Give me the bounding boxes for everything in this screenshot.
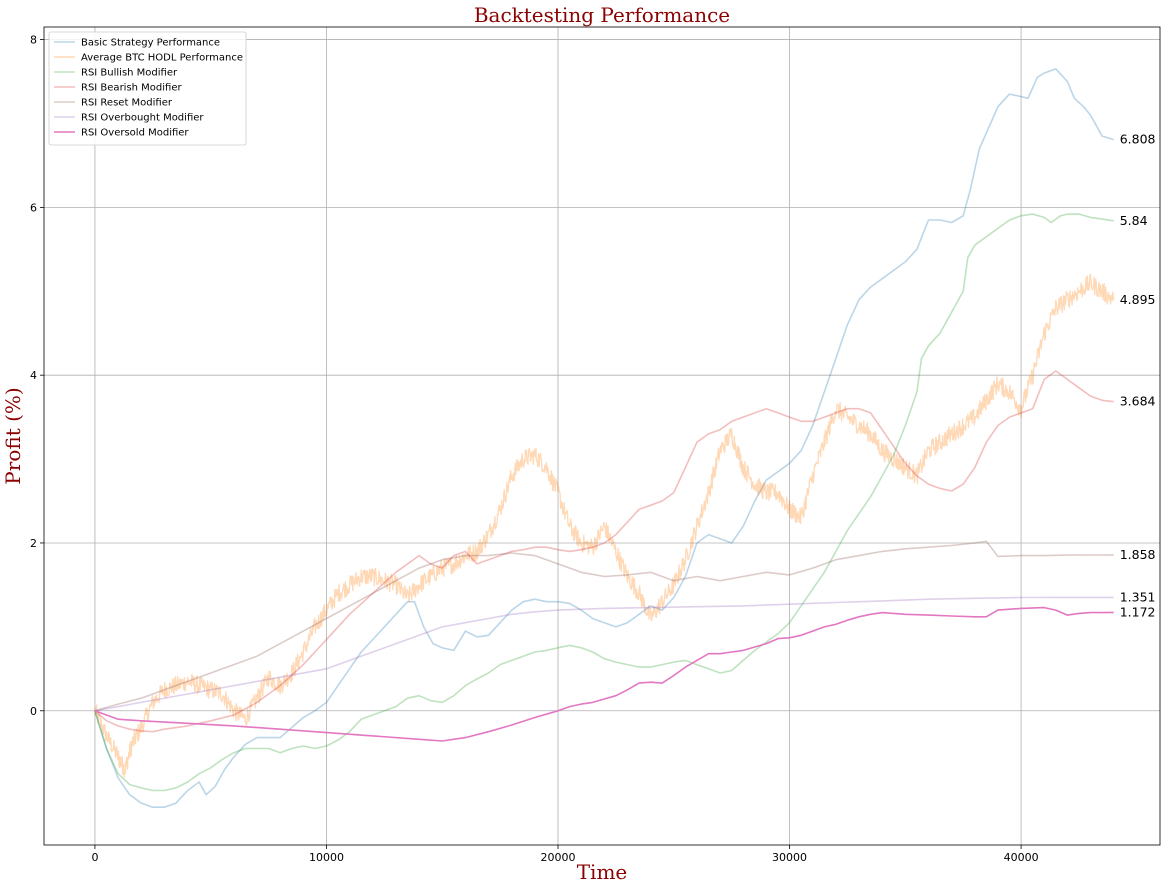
- legend-entry-7: RSI Oversold Modifier: [81, 128, 189, 139]
- series-line-4: [94, 370, 1114, 733]
- legend-entry-2: Average BTC HODL Performance: [81, 53, 243, 64]
- x-tick-label: 20000: [541, 851, 576, 864]
- legend-entry-1: Basic Strategy Performance: [81, 38, 220, 49]
- legend-entry-4: RSI Bearish Modifier: [81, 83, 183, 94]
- y-tick-label: 6: [30, 201, 37, 214]
- ticks: 0 10000 20000 30000 40000 0 2 4 6 8: [30, 34, 1039, 864]
- series-group: [94, 68, 1115, 809]
- y-tick-label: 0: [30, 705, 37, 718]
- y-tick-label: 4: [30, 369, 37, 382]
- y-tick-label: 2: [30, 537, 37, 550]
- series-line-7: [94, 606, 1114, 742]
- legend-box: [48, 31, 247, 146]
- series-line-1: [94, 68, 1114, 809]
- series-line-2: [94, 273, 1115, 778]
- end-value-label-6: 1.351: [1120, 589, 1156, 604]
- end-value-label-3: 4.895: [1120, 292, 1156, 307]
- x-tick-label: 30000: [772, 851, 807, 864]
- plot-frame: [43, 26, 1161, 846]
- series-line-6: [94, 596, 1114, 712]
- end-value-label-1: 6.808: [1120, 132, 1156, 147]
- legend-entry-6: RSI Overbought Modifier: [81, 113, 204, 124]
- y-axis-label: Profit (%): [1, 387, 25, 484]
- x-axis-label: Time: [577, 860, 628, 884]
- series-line-3: [94, 213, 1114, 792]
- end-value-label-2: 5.84: [1120, 213, 1148, 228]
- y-tick-label: 8: [30, 34, 37, 47]
- end-value-label-7: 1.172: [1120, 604, 1156, 619]
- grid: [44, 27, 1160, 845]
- x-tick-label: 40000: [1004, 851, 1039, 864]
- end-value-label-4: 3.684: [1120, 394, 1156, 409]
- series-line-5: [94, 540, 1114, 712]
- chart-title: Backtesting Performance: [474, 3, 730, 27]
- legend-entry-3: RSI Bullish Modifier: [81, 68, 178, 79]
- x-tick-label: 0: [91, 851, 98, 864]
- end-value-label-5: 1.858: [1120, 547, 1156, 562]
- legend-entry-5: RSI Reset Modifier: [81, 98, 173, 109]
- legend: Basic Strategy Performance Average BTC HO…: [48, 31, 247, 146]
- x-tick-label: 10000: [309, 851, 344, 864]
